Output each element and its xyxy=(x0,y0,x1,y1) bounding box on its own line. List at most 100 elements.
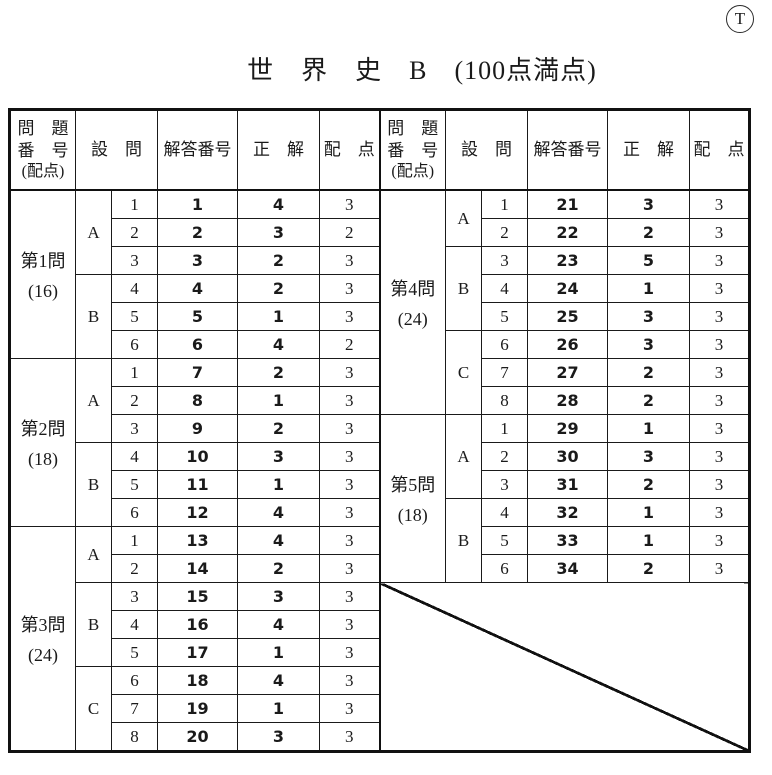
setsumon-number-cell: 6 xyxy=(111,666,158,695)
setsumon-number-cell: 4 xyxy=(111,442,158,471)
points-cell: 3 xyxy=(689,218,750,247)
setsumon-letter-cell: A xyxy=(75,526,112,583)
setsumon-number-cell: 4 xyxy=(111,274,158,303)
correct-answer-cell: 4 xyxy=(237,666,320,695)
table-header: 問 題 番 号 (配点) 設 問 解答番号 正 解 配 点 問 題 番 号 (配… xyxy=(9,109,750,191)
header-question-number-left: 問 題 番 号 (配点) xyxy=(9,109,76,191)
setsumon-number-cell: 3 xyxy=(111,582,158,611)
correct-answer-cell: 4 xyxy=(237,610,320,639)
correct-answer-cell: 1 xyxy=(607,414,690,443)
question-title: 第3問 xyxy=(20,615,66,635)
points-cell: 3 xyxy=(319,302,380,331)
correct-answer-cell: 3 xyxy=(237,442,320,471)
question-points: (24) xyxy=(28,645,58,665)
setsumon-letter-cell: C xyxy=(445,330,482,415)
setsumon-number-cell: 5 xyxy=(111,638,158,667)
table-row: C 6 18 4 3 xyxy=(10,666,750,752)
answer-number-cell: 18 xyxy=(157,666,238,695)
answer-number-cell: 1 xyxy=(157,189,238,219)
answer-key-table: 問 題 番 号 (配点) 設 問 解答番号 正 解 配 点 問 題 番 号 (配… xyxy=(8,108,751,753)
answer-number-cell: 28 xyxy=(527,386,608,415)
header-setsumon-left: 設 問 xyxy=(75,109,158,191)
points-cell: 3 xyxy=(689,498,750,527)
setsumon-number-cell: 6 xyxy=(481,330,528,359)
correct-answer-cell: 2 xyxy=(607,358,690,387)
points-cell: 3 xyxy=(689,302,750,331)
answer-number-cell: 14 xyxy=(157,554,238,583)
points-cell: 3 xyxy=(319,694,380,723)
setsumon-number-cell: 2 xyxy=(111,218,158,247)
setsumon-number-cell: 2 xyxy=(111,554,158,583)
setsumon-number-cell: 1 xyxy=(481,414,528,443)
setsumon-number-cell: 7 xyxy=(481,358,528,387)
setsumon-letter-cell: A xyxy=(75,358,112,443)
points-cell: 3 xyxy=(689,386,750,415)
points-cell: 3 xyxy=(689,470,750,499)
points-cell: 3 xyxy=(319,526,380,555)
correct-answer-cell: 2 xyxy=(237,554,320,583)
correct-answer-cell: 2 xyxy=(237,274,320,303)
correct-answer-cell: 2 xyxy=(237,414,320,443)
points-cell: 3 xyxy=(689,526,750,555)
correct-answer-cell: 4 xyxy=(237,330,320,359)
points-cell: 3 xyxy=(689,246,750,275)
header-question-line1: 問 題 xyxy=(17,118,69,138)
correct-answer-cell: 3 xyxy=(237,582,320,611)
table-row: 3 9 2 3 第5問 (18) A 1 29 1 3 xyxy=(10,414,750,583)
correct-answer-cell: 2 xyxy=(607,470,690,499)
setsumon-number-cell: 6 xyxy=(481,554,528,583)
setsumon-number-cell: 6 xyxy=(111,330,158,359)
answer-number-cell: 30 xyxy=(527,442,608,471)
correct-answer-cell: 1 xyxy=(237,470,320,499)
question-block-cell: 第1問 (16) xyxy=(9,189,76,359)
answer-number-cell: 6 xyxy=(157,330,238,359)
points-cell: 3 xyxy=(689,330,750,359)
setsumon-number-cell: 6 xyxy=(111,498,158,527)
points-cell: 3 xyxy=(689,358,750,387)
table-row: 5 11 1 3 3 31 2 3 xyxy=(10,470,750,499)
page-title: 世 界 史 B (100点満点) xyxy=(247,56,597,85)
answer-number-cell: 25 xyxy=(527,302,608,331)
table-body: 第1問 (16) A 1 1 4 3 第4問 (24) A 1 21 3 3 2 2 3 2 2 22 2 3 3 3 2 3 B 3… xyxy=(9,189,750,752)
points-cell: 3 xyxy=(689,274,750,303)
answer-number-cell: 31 xyxy=(527,470,608,499)
setsumon-letter-cell: A xyxy=(445,189,482,247)
circled-t-mark: T xyxy=(726,5,754,33)
table-row: 6 12 4 3 B 4 32 1 3 xyxy=(10,498,750,583)
answer-number-cell: 3 xyxy=(157,246,238,275)
setsumon-number-cell: 3 xyxy=(111,414,158,443)
table-row: 7 19 1 3 xyxy=(10,694,750,723)
setsumon-number-cell: 3 xyxy=(481,246,528,275)
table-row: 3 3 2 3 B 3 23 5 3 xyxy=(10,246,750,331)
points-cell: 3 xyxy=(319,638,380,667)
question-block-cell: 第5問 (18) xyxy=(378,414,446,583)
points-cell: 3 xyxy=(689,414,750,443)
points-cell: 3 xyxy=(319,498,380,527)
answer-number-cell: 15 xyxy=(157,582,238,611)
points-cell: 2 xyxy=(319,330,380,359)
correct-answer-cell: 4 xyxy=(237,498,320,527)
correct-answer-cell: 2 xyxy=(237,246,320,275)
answer-number-cell: 33 xyxy=(527,526,608,555)
correct-answer-cell: 1 xyxy=(237,302,320,331)
answer-number-cell: 19 xyxy=(157,694,238,723)
table-row: 第3問 (24) A 1 13 4 3 5 33 1 3 xyxy=(9,526,750,752)
setsumon-number-cell: 2 xyxy=(481,442,528,471)
setsumon-number-cell: 3 xyxy=(111,246,158,275)
answer-number-cell: 17 xyxy=(157,638,238,667)
header-setsumon-right: 設 問 xyxy=(445,109,528,191)
answer-number-cell: 4 xyxy=(157,274,238,303)
table-row: 4 16 4 3 xyxy=(10,610,750,639)
table-row: 2 8 1 3 8 28 2 3 xyxy=(10,386,750,415)
setsumon-letter-cell: A xyxy=(75,189,112,275)
points-cell: 3 xyxy=(689,442,750,471)
answer-number-cell: 32 xyxy=(527,498,608,527)
header-answer-number-left: 解答番号 xyxy=(157,109,238,191)
setsumon-letter-cell: B xyxy=(75,582,112,667)
setsumon-number-cell: 1 xyxy=(111,358,158,387)
answer-number-cell: 11 xyxy=(157,470,238,499)
answer-number-cell: 8 xyxy=(157,386,238,415)
setsumon-letter-cell: B xyxy=(445,498,482,583)
answer-number-cell: 27 xyxy=(527,358,608,387)
